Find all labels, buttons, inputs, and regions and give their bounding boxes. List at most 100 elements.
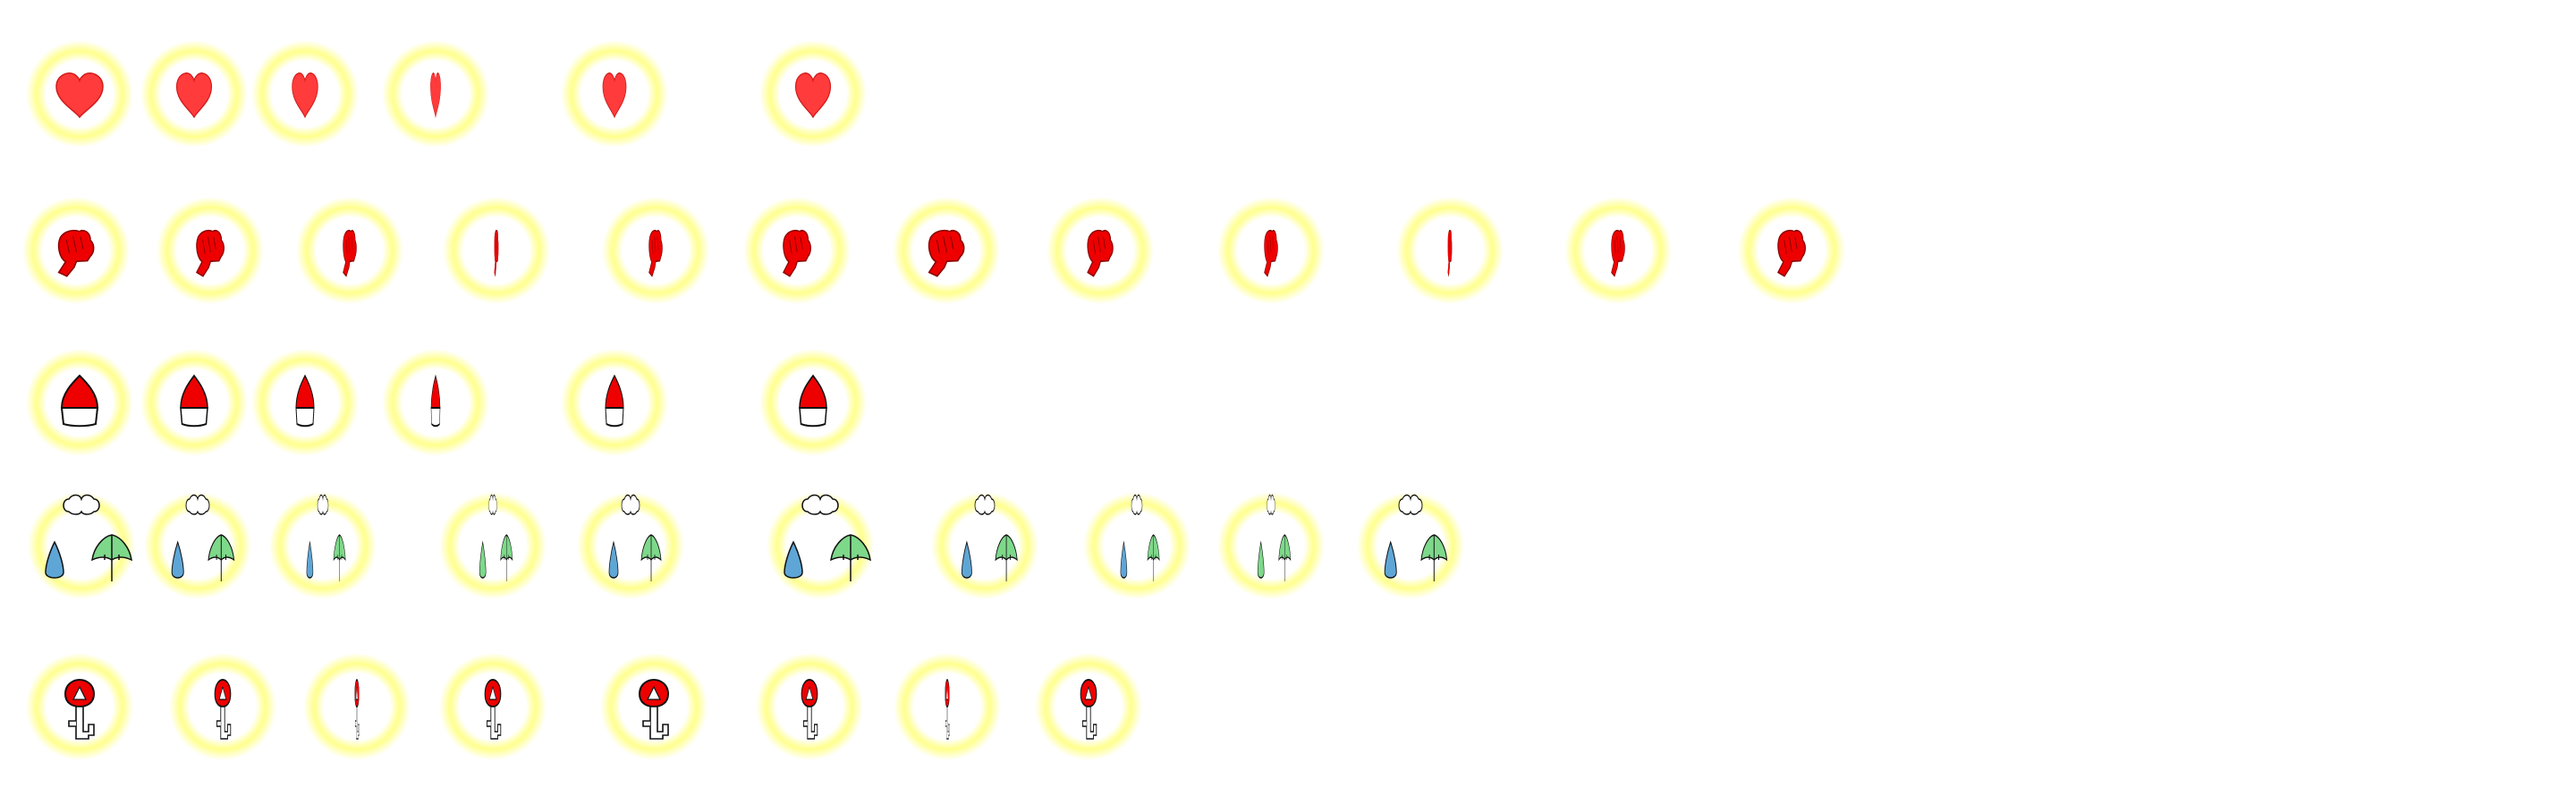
fist-body <box>1447 229 1453 277</box>
raindrop-shape <box>961 540 972 579</box>
umbrella-drop-pickup-frame-icon-group <box>171 494 235 581</box>
umbrella-handle <box>336 535 343 581</box>
key-pickup-frame-8 <box>1030 648 1147 765</box>
umbrella-handle <box>104 535 120 581</box>
bullet-gem-pickup-frame-svg <box>140 349 248 456</box>
umbrella-handle <box>1150 535 1157 581</box>
fist-pickup-frame-12 <box>1733 192 1850 309</box>
cloud-icon <box>1131 494 1143 515</box>
sprite-row-key-pickup <box>0 648 2576 774</box>
bullet-gem-pickup-frame-svg <box>26 349 133 456</box>
glow-halo <box>1083 492 1191 599</box>
fist-pickup-frame-4 <box>438 192 555 309</box>
key-tooth <box>642 720 650 727</box>
umbrella-handle <box>843 535 859 581</box>
key-pickup-frame-svg <box>303 653 411 760</box>
heart-pickup-frame-3 <box>247 36 363 152</box>
fist-body <box>57 229 95 277</box>
fist-pickup-frame-icon-group <box>928 229 965 277</box>
glow-halo <box>931 492 1038 599</box>
fist-icon <box>196 229 225 277</box>
key-tooth <box>216 720 221 727</box>
sprite-row-bullet-gem-pickup <box>0 344 2576 470</box>
heart-pickup-frame-svg <box>251 40 359 148</box>
umbrella-handle <box>504 535 509 581</box>
key-pickup-frame-6 <box>751 648 868 765</box>
raindrop-icon <box>961 540 972 579</box>
fist-knuckles <box>1092 236 1106 254</box>
umbrella-handle <box>1282 535 1287 581</box>
key-pickup-frame-icon-group <box>945 678 950 740</box>
umbrella-drop-pickup-frame-icon-group <box>1120 494 1160 581</box>
fist-knuckles <box>202 236 216 254</box>
cloud-icon <box>488 494 497 515</box>
gem-top <box>180 374 208 409</box>
raindrop-shape <box>1120 540 1128 579</box>
fist-pickup-frame-icon-group <box>494 229 499 277</box>
key-pickup-frame-icon-group <box>214 678 232 740</box>
bullet-gem-pickup-frame-4 <box>377 344 494 461</box>
key-head-window <box>355 685 359 700</box>
raindrop-shape <box>306 540 314 579</box>
gem-top <box>605 374 624 409</box>
heart-icon <box>292 72 318 119</box>
fist-knuckles <box>495 236 498 254</box>
fist-icon <box>928 229 965 277</box>
gem-icon <box>430 374 441 428</box>
fist-icon <box>648 229 663 277</box>
umbrella-drop-icon <box>171 494 235 581</box>
key-pickup-frame-5 <box>596 648 712 765</box>
raindrop-icon <box>479 540 487 579</box>
umbrella-drop-pickup-frame-4 <box>435 487 551 604</box>
umbrella-drop-icon <box>961 494 1018 581</box>
fist-icon <box>1087 229 1114 277</box>
umbrella-drop-pickup-frame-svg <box>269 492 377 599</box>
umbrella-drop-pickup-frame-svg <box>577 492 684 599</box>
glow-halo <box>577 492 684 599</box>
umbrella-drop-icon <box>479 494 513 581</box>
fist-pickup-frame-svg <box>743 197 851 304</box>
raindrop-shape <box>171 540 184 579</box>
cloud-shape <box>974 494 996 515</box>
key-shaft <box>490 706 502 740</box>
fist-pickup-frame-8 <box>1042 192 1158 309</box>
umbrella-icon <box>208 534 235 581</box>
cloud-icon <box>63 494 100 515</box>
fist-pickup-frame-svg <box>893 197 1000 304</box>
umbrella-drop-pickup-frame-icon-group <box>1257 494 1292 581</box>
umbrella-drop-pickup-frame-icon-group <box>1384 494 1448 581</box>
umbrella-drop-pickup-frame-icon-group <box>784 494 871 581</box>
cloud-icon <box>1267 494 1275 515</box>
cloud-shape <box>1131 494 1143 515</box>
umbrella-icon <box>995 534 1018 581</box>
key-head-window <box>218 685 227 700</box>
fist-pickup-frame-icon-group <box>648 229 663 277</box>
gem-icon <box>605 374 624 428</box>
key-pickup-frame-1 <box>21 648 138 765</box>
key-pickup-frame-svg <box>1035 653 1142 760</box>
raindrop-shape <box>45 540 64 579</box>
heart-pickup-frame-icon-group <box>55 72 104 119</box>
fist-knuckles <box>1784 236 1798 254</box>
key-shaft <box>220 706 232 740</box>
raindrop-icon <box>1257 540 1265 579</box>
raindrop-icon <box>45 540 64 579</box>
fist-icon <box>1777 229 1806 277</box>
fist-knuckles <box>65 236 84 254</box>
fist-pickup-frame-7 <box>888 192 1004 309</box>
fist-pickup-frame-icon-group <box>1087 229 1114 277</box>
sprite-row-umbrella-drop-pickup <box>0 487 2576 613</box>
bullet-gem-pickup-frame-icon-group <box>295 374 315 428</box>
fist-pickup-frame-5 <box>597 192 714 309</box>
umbrella-drop-pickup-frame-7 <box>927 487 1043 604</box>
umbrella-drop-icon <box>608 494 662 581</box>
umbrella-icon <box>333 534 346 581</box>
umbrella-drop-pickup-frame-icon-group <box>608 494 662 581</box>
key-pickup-frame-svg <box>600 653 708 760</box>
key-head-window <box>72 685 87 700</box>
gem-top <box>799 374 827 409</box>
fist-icon <box>494 229 499 277</box>
key-pickup-frame-svg <box>756 653 863 760</box>
bullet-gem-pickup-frame-svg <box>382 349 489 456</box>
bullet-gem-pickup-frame-1 <box>21 344 138 461</box>
